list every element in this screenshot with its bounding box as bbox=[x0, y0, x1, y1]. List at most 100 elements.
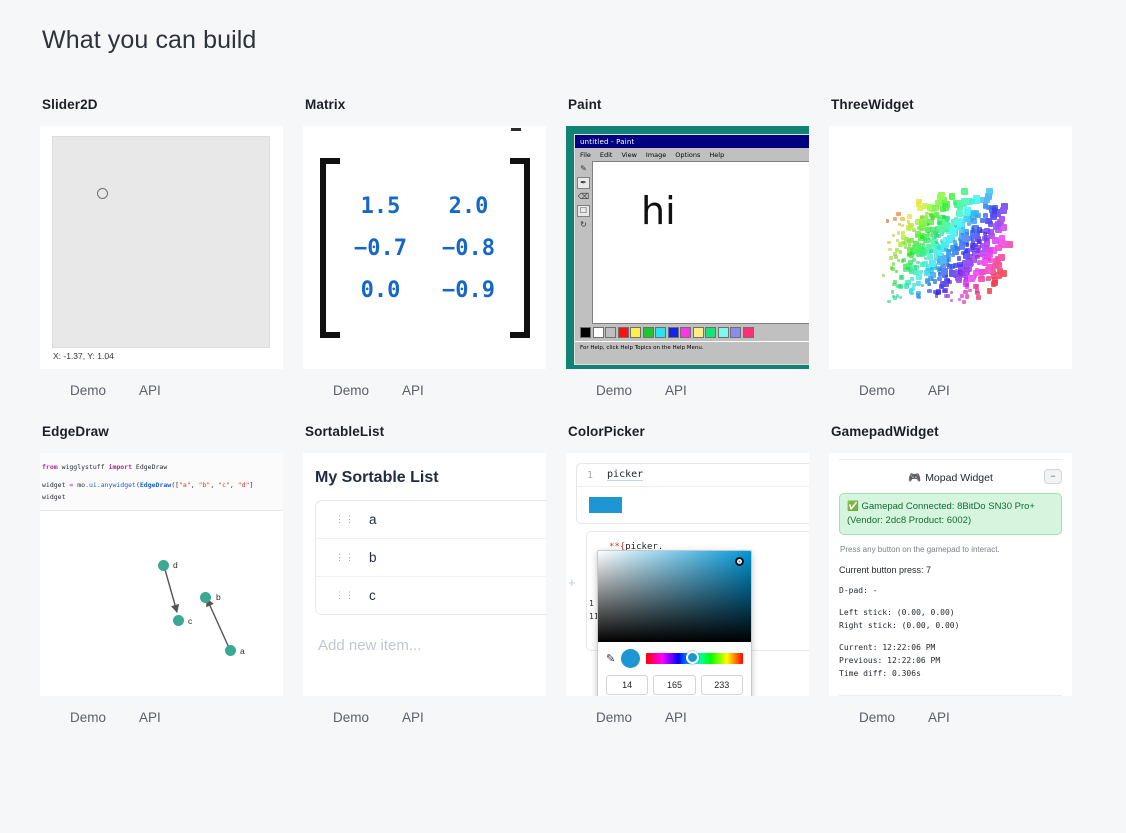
matrix-cell[interactable]: −0.9 bbox=[442, 277, 495, 303]
card-links-slider2d: Demo API bbox=[40, 369, 283, 398]
select-icon[interactable]: ☐ bbox=[577, 205, 590, 217]
three-point bbox=[933, 289, 938, 294]
edgedraw-canvas[interactable]: d c b a bbox=[40, 511, 283, 688]
palette-swatch[interactable] bbox=[655, 327, 666, 338]
drag-handle-icon[interactable]: ⋮⋮ bbox=[335, 552, 355, 562]
matrix-cell[interactable]: −0.8 bbox=[442, 235, 495, 261]
red-input[interactable]: 14 bbox=[606, 675, 649, 695]
paint-canvas[interactable]: hi bbox=[592, 161, 809, 324]
matrix-cell[interactable]: −0.7 bbox=[354, 235, 407, 261]
eraser-icon[interactable]: ⌫ bbox=[577, 192, 590, 201]
palette-swatch[interactable] bbox=[742, 327, 754, 338]
list-item[interactable]: ⋮⋮ c bbox=[316, 577, 546, 614]
palette-swatch[interactable] bbox=[617, 327, 629, 338]
palette-swatch[interactable] bbox=[705, 327, 716, 338]
paint-menu-edit[interactable]: Edit bbox=[599, 150, 613, 159]
three-point bbox=[945, 252, 952, 259]
hue-handle[interactable] bbox=[685, 651, 699, 664]
three-point bbox=[943, 205, 950, 212]
card-title-threewidget: ThreeWidget bbox=[831, 97, 914, 112]
palette-swatch[interactable] bbox=[630, 327, 641, 338]
list-item[interactable]: ⋮⋮ b bbox=[316, 539, 546, 577]
saturation-handle[interactable] bbox=[735, 557, 744, 566]
demo-link-matrix[interactable]: Demo bbox=[333, 383, 370, 398]
palette-swatch[interactable] bbox=[605, 327, 616, 338]
three-point-cloud[interactable] bbox=[829, 126, 1072, 369]
three-point bbox=[920, 215, 924, 219]
color-picker-popover[interactable]: ✎ 14 165 233 R G B bbox=[597, 550, 752, 696]
three-point bbox=[932, 204, 939, 212]
palette-swatch[interactable] bbox=[592, 327, 604, 338]
green-input[interactable]: 165 bbox=[653, 675, 696, 695]
matrix-cell[interactable]: 2.0 bbox=[448, 193, 489, 219]
matrix-cell[interactable]: 1.5 bbox=[360, 193, 401, 219]
notebook-cell[interactable]: 1 picker bbox=[576, 463, 809, 524]
paint-menu-view[interactable]: View bbox=[621, 150, 637, 159]
edgedraw-node-d[interactable] bbox=[158, 560, 169, 572]
three-point bbox=[954, 246, 958, 250]
list-item[interactable]: ⋮⋮ a bbox=[316, 501, 546, 539]
demo-link-edgedraw[interactable]: Demo bbox=[70, 710, 107, 725]
three-point bbox=[964, 259, 972, 266]
paint-menu-options[interactable]: Options bbox=[675, 150, 701, 159]
brush-icon[interactable]: ✒ bbox=[577, 177, 590, 189]
demo-link-threewidget[interactable]: Demo bbox=[859, 383, 896, 398]
three-point bbox=[962, 234, 970, 243]
demo-link-gamepadwidget[interactable]: Demo bbox=[859, 710, 896, 725]
api-link-paint[interactable]: API bbox=[665, 383, 687, 398]
three-point bbox=[923, 234, 930, 241]
eyedropper-icon[interactable]: ✎ bbox=[606, 653, 616, 665]
api-link-gamepadwidget[interactable]: API bbox=[928, 710, 950, 725]
three-point bbox=[1001, 202, 1008, 210]
demo-link-paint[interactable]: Demo bbox=[596, 383, 633, 398]
edgedraw-node-a[interactable] bbox=[225, 645, 236, 657]
three-point bbox=[938, 225, 945, 233]
palette-swatch[interactable] bbox=[730, 327, 741, 338]
palette-swatch[interactable] bbox=[580, 327, 591, 338]
paint-menu-image[interactable]: Image bbox=[645, 150, 667, 159]
three-point bbox=[892, 252, 897, 257]
drag-handle-icon[interactable]: ⋮⋮ bbox=[335, 514, 355, 524]
api-link-colorpicker[interactable]: API bbox=[665, 710, 687, 725]
api-link-edgedraw[interactable]: API bbox=[139, 710, 161, 725]
api-link-matrix[interactable]: API bbox=[402, 383, 424, 398]
edgedraw-node-b[interactable] bbox=[200, 592, 211, 604]
api-link-slider2d[interactable]: API bbox=[139, 383, 161, 398]
paint-menu-help[interactable]: Help bbox=[709, 150, 725, 159]
three-point bbox=[974, 236, 981, 243]
palette-swatch[interactable] bbox=[717, 327, 729, 338]
matrix-cell[interactable]: 0.0 bbox=[360, 277, 401, 303]
three-point bbox=[999, 269, 1007, 277]
demo-link-sortablelist[interactable]: Demo bbox=[333, 710, 370, 725]
saturation-area[interactable] bbox=[598, 551, 751, 642]
demo-link-colorpicker[interactable]: Demo bbox=[596, 710, 633, 725]
paint-menu-file[interactable]: File bbox=[580, 150, 591, 159]
slider2d-handle[interactable] bbox=[97, 188, 108, 199]
api-link-threewidget[interactable]: API bbox=[928, 383, 950, 398]
three-point bbox=[961, 188, 969, 196]
hue-slider[interactable] bbox=[646, 651, 743, 664]
slider2d-pad[interactable] bbox=[52, 136, 270, 348]
palette-swatch[interactable] bbox=[667, 327, 679, 338]
color-swatch[interactable] bbox=[589, 497, 622, 513]
gamepad-widget: 🎮 Mopad Widget − ✅ Gamepad Connected: 8B… bbox=[839, 459, 1062, 696]
list-item-label: c bbox=[369, 588, 376, 603]
minimize-button[interactable]: − bbox=[1044, 469, 1062, 484]
demo-link-slider2d[interactable]: Demo bbox=[70, 383, 107, 398]
api-link-sortablelist[interactable]: API bbox=[402, 710, 424, 725]
three-point bbox=[962, 300, 966, 304]
palette-swatch[interactable] bbox=[642, 327, 654, 338]
blue-input[interactable]: 233 bbox=[700, 675, 743, 695]
add-item-input[interactable]: Add new item... bbox=[318, 637, 422, 654]
card-preview-threewidget[interactable] bbox=[829, 126, 1072, 369]
three-point bbox=[949, 263, 955, 270]
palette-swatch[interactable] bbox=[680, 327, 691, 338]
add-cell-icon[interactable]: + bbox=[568, 575, 576, 590]
palette-swatch[interactable] bbox=[692, 327, 704, 338]
edgedraw-node-c[interactable] bbox=[173, 615, 184, 627]
card-preview-sortablelist: My Sortable List ⋮⋮ a ⋮⋮ b ⋮⋮ c bbox=[303, 453, 546, 696]
pencil-icon[interactable]: ✎ bbox=[580, 164, 587, 173]
drag-handle-icon[interactable]: ⋮⋮ bbox=[335, 590, 355, 600]
three-point bbox=[919, 225, 926, 232]
refresh-icon[interactable]: ↻ bbox=[580, 220, 587, 229]
